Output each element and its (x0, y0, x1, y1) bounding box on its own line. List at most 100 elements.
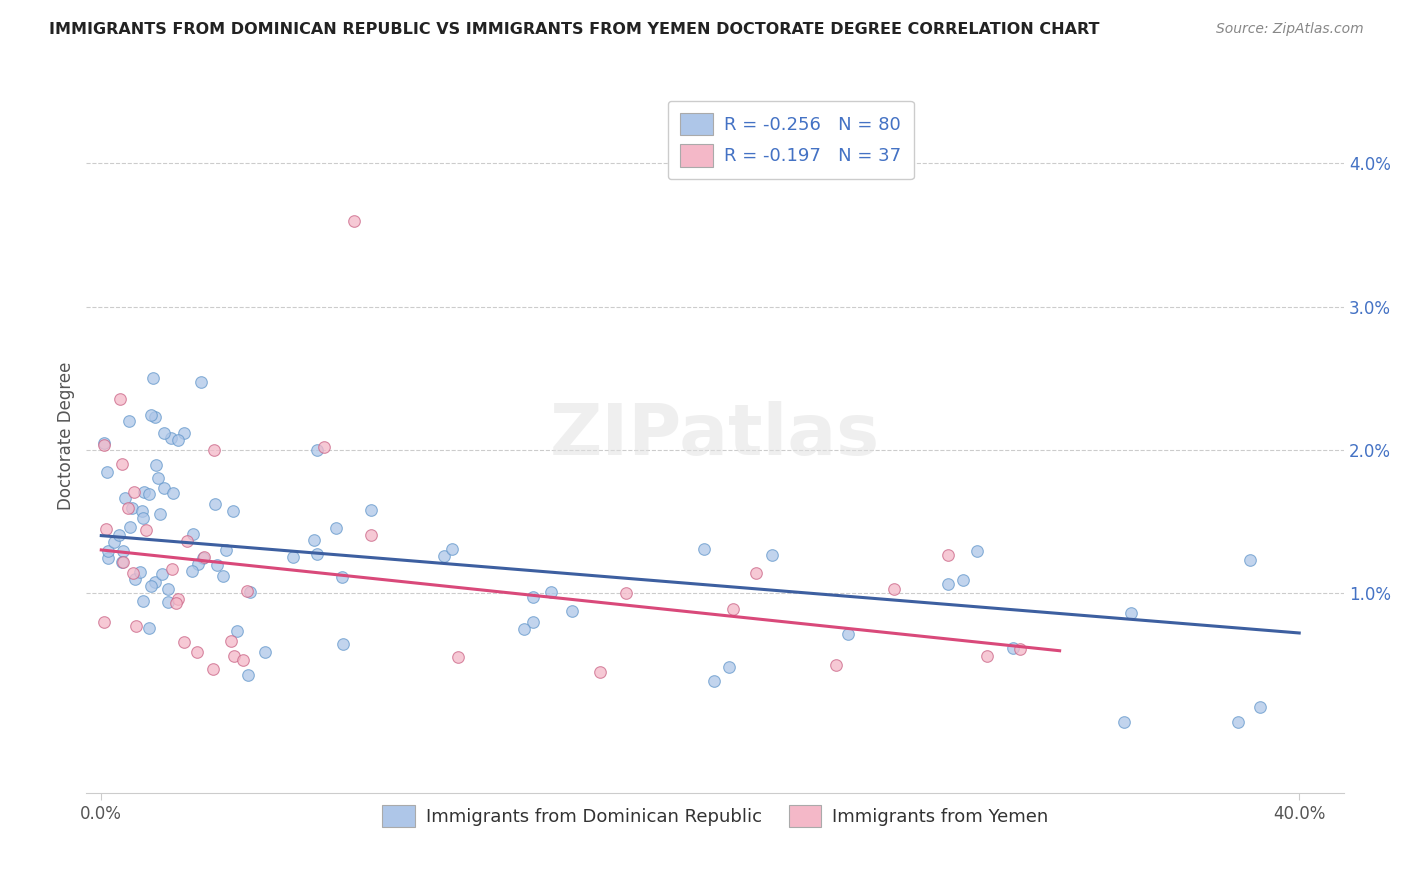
Point (111, 544, 134, 558)
Point (148, 507, 170, 521)
Point (138, 487, 160, 501)
Point (180, 564, 202, 578)
Point (447, 650, 470, 665)
Point (1002, 640, 1025, 655)
Point (186, 557, 208, 571)
Point (824, 657, 846, 672)
Point (302, 533, 325, 547)
Point (305, 547, 328, 561)
Point (976, 649, 998, 664)
Point (124, 484, 146, 499)
Point (718, 660, 741, 674)
Point (236, 583, 259, 598)
Point (522, 615, 544, 629)
Point (103, 535, 125, 549)
Y-axis label: Doctorate Degree: Doctorate Degree (58, 361, 75, 509)
Point (202, 662, 225, 676)
Point (307, 442, 329, 457)
Legend: Immigrants from Dominican Republic, Immigrants from Yemen: Immigrants from Dominican Republic, Immi… (375, 798, 1056, 834)
Point (343, 213, 366, 227)
Point (145, 410, 167, 425)
Point (118, 414, 141, 428)
Point (173, 634, 195, 648)
Point (122, 566, 145, 581)
Point (162, 486, 184, 500)
Point (215, 542, 238, 557)
Point (837, 626, 859, 640)
Point (150, 567, 173, 582)
Point (222, 504, 245, 518)
Point (160, 562, 183, 576)
Point (761, 548, 783, 562)
Point (193, 549, 215, 564)
Point (93, 436, 115, 450)
Point (614, 585, 637, 599)
Point (165, 596, 187, 610)
Point (167, 592, 190, 607)
Point (125, 619, 148, 633)
Point (131, 504, 153, 518)
Point (132, 594, 155, 608)
Point (94, 522, 117, 536)
Point (166, 433, 188, 447)
Point (97, 550, 120, 565)
Point (226, 624, 249, 639)
Point (139, 579, 162, 593)
Point (190, 375, 212, 389)
Point (232, 653, 254, 667)
Point (936, 577, 959, 591)
Point (253, 645, 276, 659)
Point (114, 491, 136, 506)
Point (360, 527, 382, 541)
Point (440, 542, 463, 557)
Point (117, 500, 139, 515)
Point (97, 544, 120, 558)
Point (96, 465, 118, 479)
Point (745, 566, 768, 580)
Point (513, 622, 536, 636)
Point (152, 481, 174, 495)
Point (1239, 553, 1261, 567)
Point (703, 674, 725, 689)
Point (135, 524, 157, 538)
Point (193, 550, 215, 565)
Text: IMMIGRANTS FROM DOMINICAN REPUBLIC VS IMMIGRANTS FROM YEMEN DOCTORATE DEGREE COR: IMMIGRANTS FROM DOMINICAN REPUBLIC VS IM… (49, 22, 1099, 37)
Point (159, 431, 181, 445)
Point (93, 438, 115, 452)
Point (152, 426, 174, 441)
Point (1010, 642, 1032, 657)
Point (110, 457, 132, 471)
Text: ZIPatlas: ZIPatlas (550, 401, 880, 470)
Point (283, 549, 305, 564)
Point (540, 584, 562, 599)
Point (936, 548, 959, 562)
Point (693, 542, 716, 557)
Point (156, 594, 179, 608)
Point (325, 521, 347, 535)
Point (186, 645, 208, 659)
Point (111, 555, 134, 569)
Point (883, 582, 905, 596)
Point (173, 425, 195, 440)
Point (156, 582, 179, 597)
Point (561, 604, 583, 618)
Point (314, 440, 336, 454)
Point (1249, 700, 1271, 714)
Point (93, 615, 115, 630)
Point (202, 442, 225, 457)
Point (181, 526, 204, 541)
Point (1227, 714, 1250, 729)
Point (205, 558, 228, 573)
Point (112, 556, 135, 570)
Text: Source: ZipAtlas.com: Source: ZipAtlas.com (1216, 22, 1364, 37)
Point (134, 485, 156, 500)
Point (108, 392, 131, 407)
Point (360, 502, 382, 516)
Point (142, 371, 165, 385)
Point (433, 549, 456, 563)
Point (332, 637, 354, 651)
Point (589, 665, 612, 679)
Point (204, 497, 226, 511)
Point (108, 528, 131, 542)
Point (522, 590, 544, 604)
